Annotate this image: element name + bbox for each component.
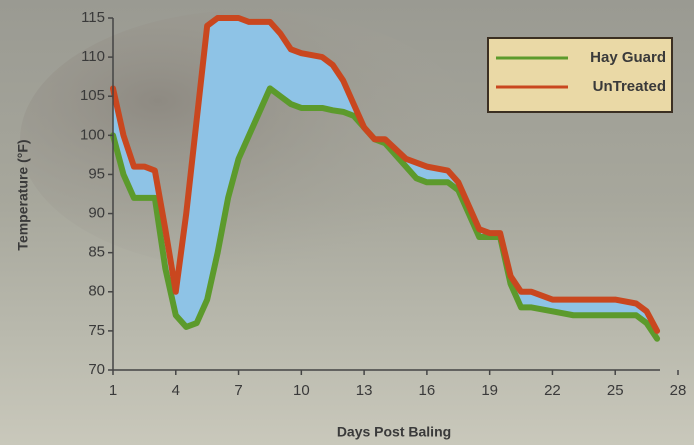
y-tick-label: 115 bbox=[81, 9, 105, 26]
x-tick-label: 25 bbox=[607, 382, 624, 399]
series-line bbox=[110, 85, 661, 342]
x-axis-title: Days Post Baling bbox=[337, 424, 451, 440]
plot-area bbox=[110, 15, 661, 342]
x-tick-label: 28 bbox=[670, 382, 687, 399]
x-tick-label: 1 bbox=[109, 382, 117, 399]
series-line bbox=[110, 15, 661, 334]
difference-area bbox=[113, 18, 658, 339]
legend-label: UnTreated bbox=[593, 78, 666, 95]
legend-label: Hay Guard bbox=[590, 49, 666, 66]
y-tick-label: 90 bbox=[88, 205, 105, 222]
legend-box bbox=[487, 37, 673, 113]
y-axis-title: Temperature (°F) bbox=[15, 139, 31, 250]
x-tick-label: 13 bbox=[356, 382, 373, 399]
x-tick-label: 4 bbox=[172, 382, 180, 399]
x-tick-label: 22 bbox=[544, 382, 561, 399]
y-tick-label: 80 bbox=[88, 283, 105, 300]
x-tick-label: 19 bbox=[481, 382, 498, 399]
y-tick-label: 75 bbox=[88, 322, 105, 339]
x-tick-label: 10 bbox=[293, 382, 310, 399]
y-tick-label: 95 bbox=[88, 165, 105, 182]
x-tick-label: 7 bbox=[234, 382, 242, 399]
x-tick-label: 16 bbox=[419, 382, 436, 399]
y-tick-label: 70 bbox=[88, 361, 105, 378]
y-tick-label: 110 bbox=[81, 48, 105, 65]
y-tick-label: 100 bbox=[80, 126, 105, 143]
y-tick-label: 85 bbox=[88, 244, 105, 261]
y-tick-label: 105 bbox=[80, 87, 105, 104]
